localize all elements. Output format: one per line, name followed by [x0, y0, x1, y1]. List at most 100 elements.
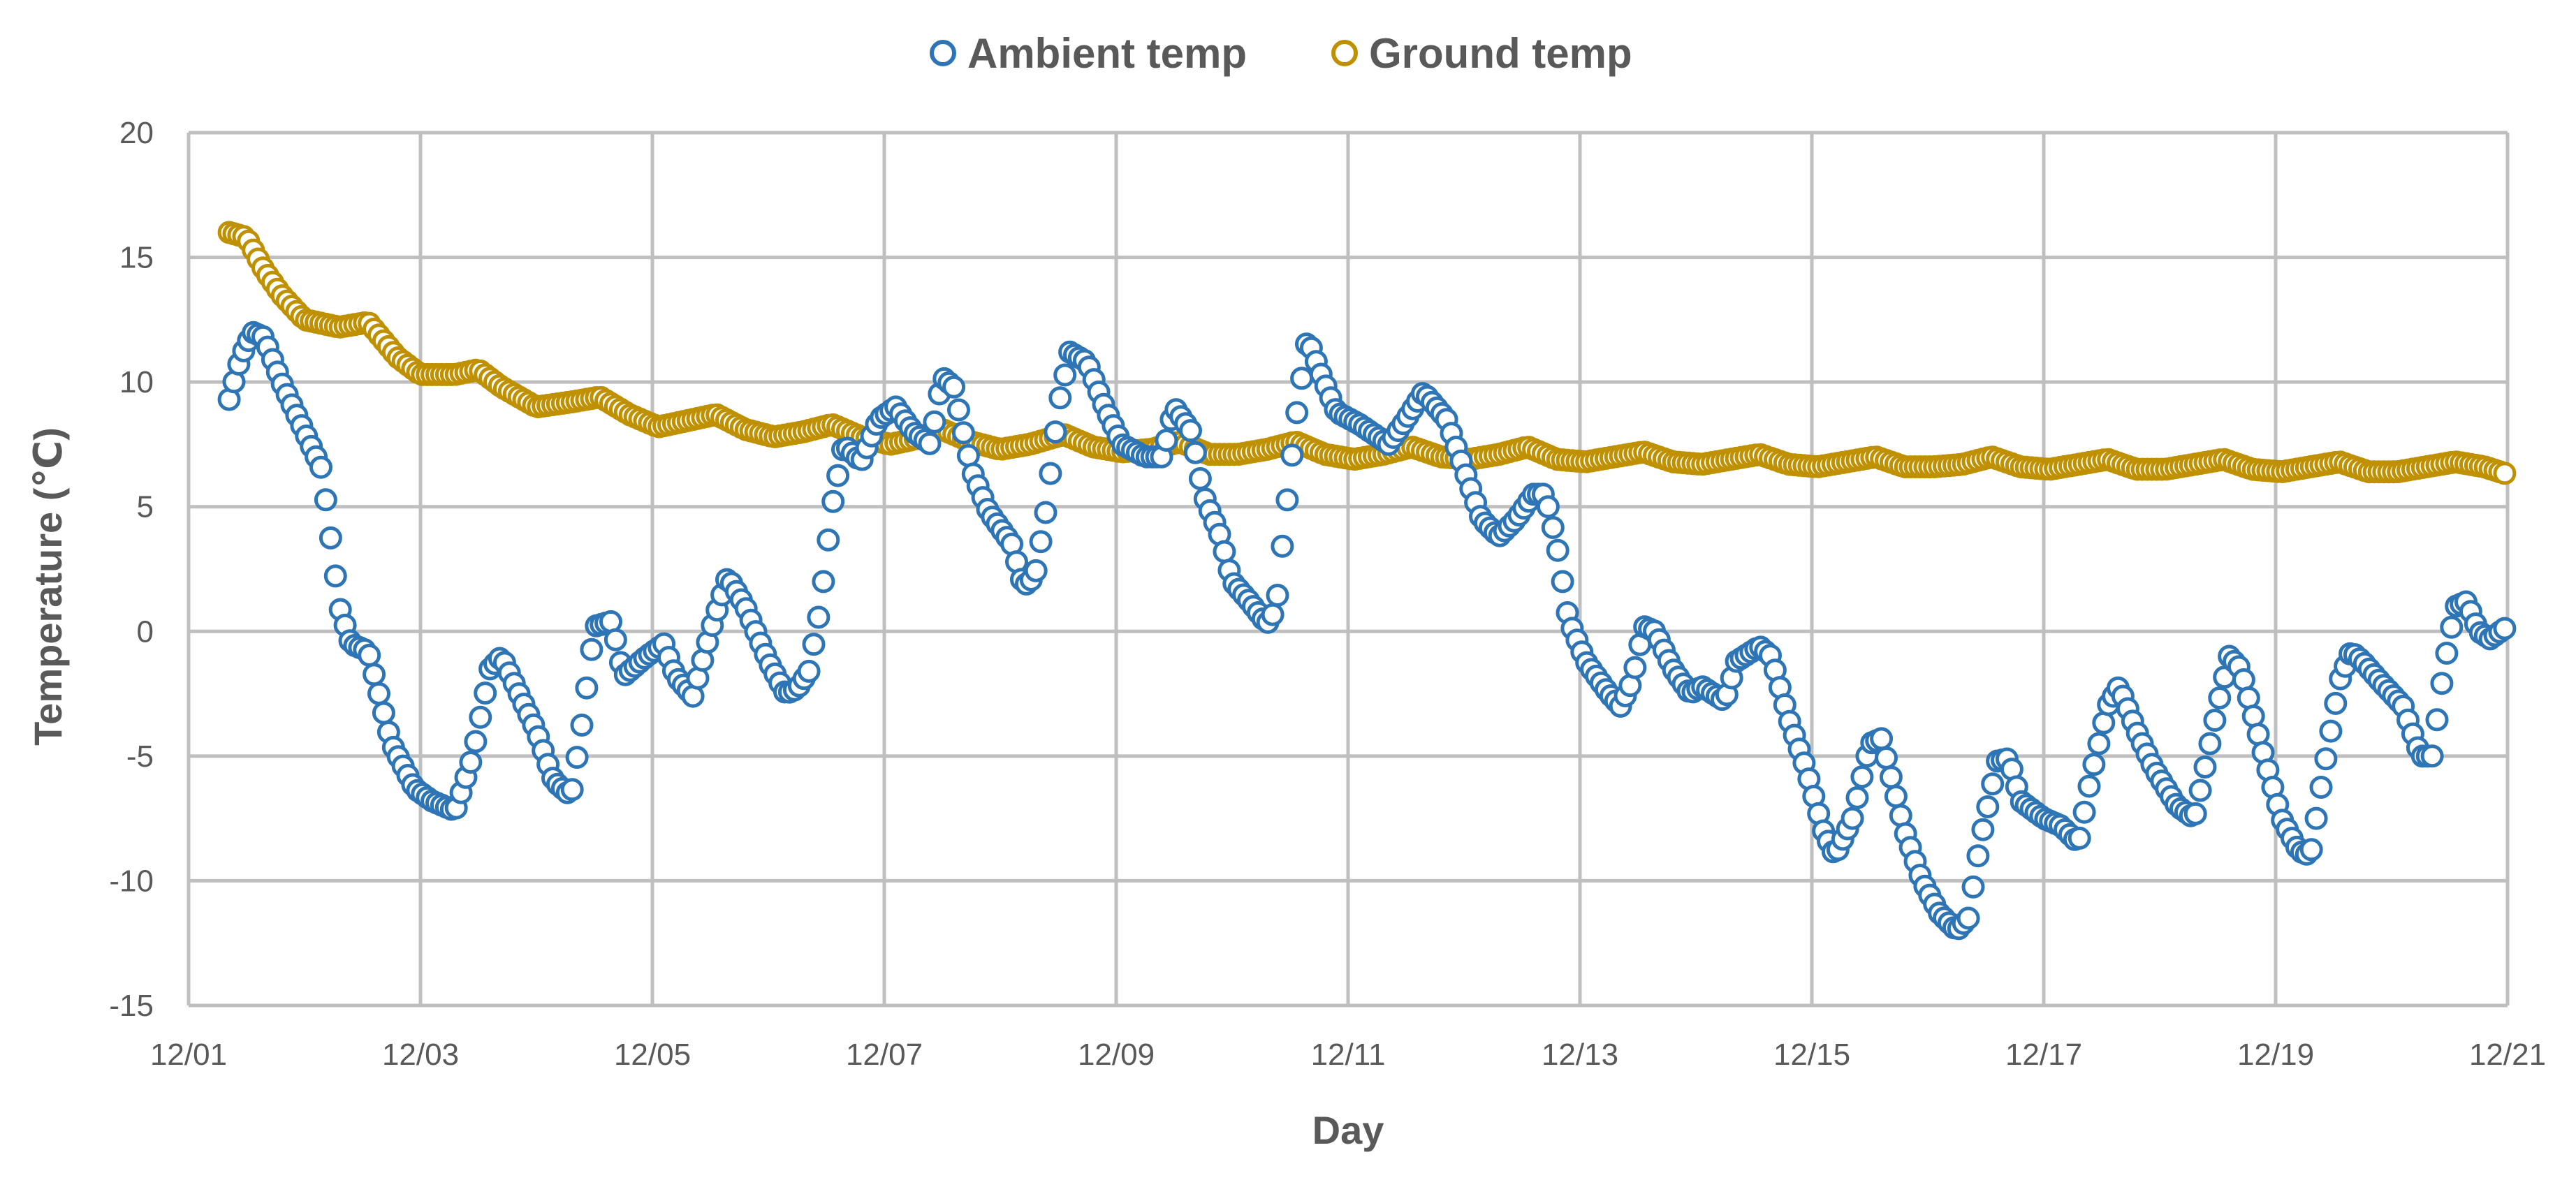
data-point [2092, 711, 2116, 735]
series-ground [217, 221, 2517, 485]
data-point [1213, 540, 1236, 563]
data-point [1875, 746, 1898, 769]
data-point [2430, 672, 2454, 695]
data-point [2077, 774, 2101, 798]
data-point [1536, 495, 1560, 519]
data-point [1029, 530, 1053, 554]
data-point [812, 570, 835, 594]
data-point [797, 659, 821, 683]
data-point [367, 681, 390, 705]
y-tick-label: 5 [137, 490, 154, 524]
data-point [1966, 844, 1990, 868]
data-point [2440, 615, 2464, 639]
data-point [565, 746, 589, 769]
data-point [1285, 401, 1309, 425]
data-point [1290, 367, 1314, 390]
data-point [1039, 462, 1062, 485]
data-point [2188, 779, 2212, 802]
data-point [2319, 719, 2343, 743]
data-point [2203, 709, 2227, 732]
data-point [821, 489, 845, 513]
data-point [918, 432, 942, 455]
x-tick-label: 12/15 [1773, 1038, 1850, 1072]
data-point [1976, 795, 2000, 818]
data-point [1034, 501, 1058, 524]
data-point [363, 663, 386, 686]
data-point [323, 564, 347, 588]
data-point [2193, 755, 2217, 779]
x-tick-label: 12/11 [1311, 1038, 1386, 1072]
data-point [1053, 363, 1077, 387]
data-point [951, 421, 975, 445]
data-point [2314, 747, 2338, 771]
data-point [923, 410, 946, 434]
data-point [1261, 603, 1285, 626]
x-tick-label: 12/07 [846, 1038, 923, 1072]
data-point [603, 628, 627, 651]
data-point [1275, 488, 1299, 512]
data-point [1280, 443, 1304, 467]
data-point [1551, 570, 1574, 594]
data-point [2082, 753, 2106, 776]
data-point [2183, 802, 2207, 825]
x-axis-title: Day [1312, 1108, 1384, 1152]
data-point [575, 676, 599, 700]
data-point [358, 643, 381, 667]
data-point [1623, 656, 1647, 679]
data-point [1981, 772, 2005, 796]
data-point [2246, 723, 2270, 746]
y-axis-ticks: -15 -10 -5 0 5 10 15 20 [109, 116, 154, 1023]
data-point [1971, 818, 1995, 841]
data-point [560, 778, 584, 802]
data-point [2435, 642, 2459, 665]
data-point [1845, 786, 1869, 809]
x-tick-label: 12/03 [382, 1038, 459, 1072]
data-point [1266, 584, 1289, 607]
data-point [469, 705, 492, 729]
data-point [826, 464, 850, 487]
y-axis-title: Temperature (℃) [26, 427, 70, 746]
data-point [2420, 744, 2444, 768]
data-point [1188, 467, 1212, 490]
data-point [956, 444, 980, 467]
data-point [1961, 875, 1985, 899]
y-tick-label: 10 [119, 365, 154, 399]
data-point [1850, 765, 1874, 789]
data-point [1024, 559, 1048, 582]
data-point [474, 681, 497, 705]
data-point [2309, 776, 2333, 799]
data-point [1183, 441, 1207, 464]
data-point [2425, 708, 2449, 732]
data-point [2237, 686, 2260, 709]
data-points [217, 221, 2517, 941]
legend-marker-ground [1331, 40, 1358, 66]
x-tick-label: 12/05 [614, 1038, 691, 1072]
data-point [372, 701, 395, 725]
legend-label-ambient: Ambient temp [967, 30, 1247, 77]
x-axis-ticks: 12/01 12/03 12/05 12/07 12/09 12/11 12/13 12/15… [150, 1038, 2546, 1072]
data-point [2068, 826, 2091, 850]
data-point [1271, 534, 1294, 558]
data-point [942, 375, 966, 399]
data-point [309, 455, 332, 479]
data-point [802, 633, 826, 656]
data-point [2087, 732, 2111, 755]
data-point [2299, 838, 2323, 862]
data-point [1048, 386, 1072, 410]
y-tick-label: -15 [109, 989, 154, 1023]
y-tick-label: 15 [119, 241, 154, 275]
x-tick-label: 12/17 [2005, 1038, 2082, 1072]
data-point [1179, 419, 1202, 443]
x-tick-label: 12/19 [2237, 1038, 2314, 1072]
y-tick-label: -10 [109, 864, 154, 898]
data-point [1546, 538, 1569, 562]
data-point [1840, 806, 1864, 830]
data-point [2198, 732, 2222, 755]
data-point [580, 637, 603, 661]
data-point [807, 605, 830, 629]
x-tick-label: 12/01 [150, 1038, 227, 1072]
data-point [1884, 785, 1908, 808]
data-point [459, 751, 483, 774]
data-point [1870, 727, 1894, 751]
